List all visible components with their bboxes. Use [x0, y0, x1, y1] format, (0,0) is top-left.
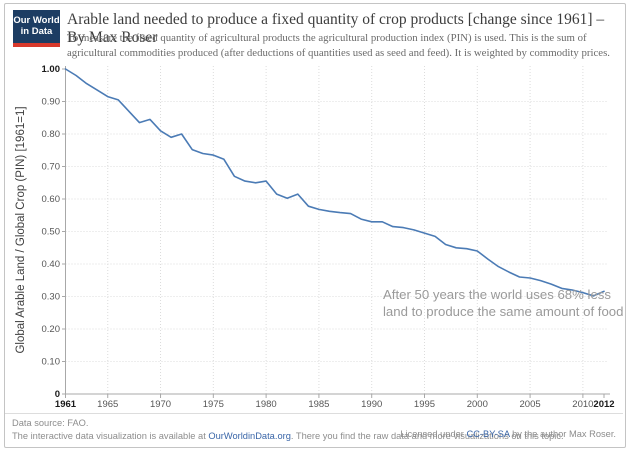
data-source-note: Data source: FAO.	[12, 418, 89, 428]
x-tick-label: 2012	[593, 399, 614, 410]
chart-annotation: After 50 years the world uses 68% less l…	[383, 286, 623, 320]
x-tick-label: 1975	[203, 399, 224, 410]
y-tick-label: 0	[55, 389, 60, 400]
license-suffix: by the author Max Roser.	[509, 429, 616, 439]
x-tick-label: 1965	[97, 399, 118, 410]
visualization-note-prefix: The interactive data visualization is av…	[12, 430, 209, 441]
y-tick-label: 0.80	[42, 129, 61, 140]
license-prefix: Licensed under	[400, 429, 467, 439]
data-line	[64, 68, 605, 297]
chart-footer: Data source: FAO. The interactive data v…	[5, 413, 623, 446]
y-tick-label: 0.30	[42, 292, 61, 303]
y-axis-title: Global Arable Land / Global Crop (PIN) […	[15, 106, 27, 354]
owid-logo-line1: Our World	[13, 14, 60, 26]
x-tick-label: 2005	[520, 399, 541, 410]
x-tick-label: 1980	[256, 399, 277, 410]
visualization-note-suffix: . There you find the raw data and more v…	[290, 430, 564, 441]
license-link[interactable]: CC-BY-SA	[466, 429, 510, 439]
line-chart: 1.00 0.90 0.80 0.70 0.60 0.50 0.40 0.30 0.20 0.10…	[42, 64, 615, 410]
x-tick-label: 1995	[414, 399, 435, 410]
gridlines	[65, 66, 608, 394]
x-tick-label: 1961	[55, 399, 77, 410]
license-note: Licensed under CC-BY-SA by the author Ma…	[400, 429, 616, 439]
x-tick-label: 1970	[150, 399, 171, 410]
y-tick-label: 1.00	[42, 64, 61, 75]
tick-labels: 1.00 0.90 0.80 0.70 0.60 0.50 0.40 0.30 0.20 0.10…	[42, 64, 615, 410]
owid-logo: Our World in Data	[13, 10, 60, 47]
y-tick-label: 0.60	[42, 194, 61, 205]
page-subtitle: To measure the fixed quantity of agricul…	[67, 32, 610, 59]
chart-card: Our World in Data Arable land needed to …	[4, 3, 626, 448]
owid-logo-line2: in Data	[20, 25, 53, 37]
y-tick-label: 0.70	[42, 162, 61, 173]
x-tick-label: 2010	[572, 399, 593, 410]
y-tick-label: 0.90	[42, 97, 61, 108]
footer-left: Data source: FAO. The interactive data v…	[12, 417, 564, 442]
y-tick-label: 0.40	[42, 259, 61, 270]
chart-annotation-line1: After 50 years the world uses 68% less	[383, 287, 611, 302]
y-tick-label: 0.10	[42, 357, 61, 368]
y-tick-label: 0.50	[42, 227, 61, 238]
x-tick-label: 1985	[308, 399, 329, 410]
visualization-note: The interactive data visualization is av…	[12, 430, 564, 443]
owid-website-link[interactable]: OurWorldinData.org	[208, 430, 291, 441]
x-tick-label: 2000	[467, 399, 488, 410]
page-title: Arable land needed to produce a fixed qu…	[67, 11, 605, 46]
axes	[65, 66, 610, 395]
x-tick-label: 1990	[361, 399, 382, 410]
chart-annotation-line2: land to produce the same amount of food	[383, 304, 624, 320]
y-tick-label: 0.20	[42, 324, 61, 335]
